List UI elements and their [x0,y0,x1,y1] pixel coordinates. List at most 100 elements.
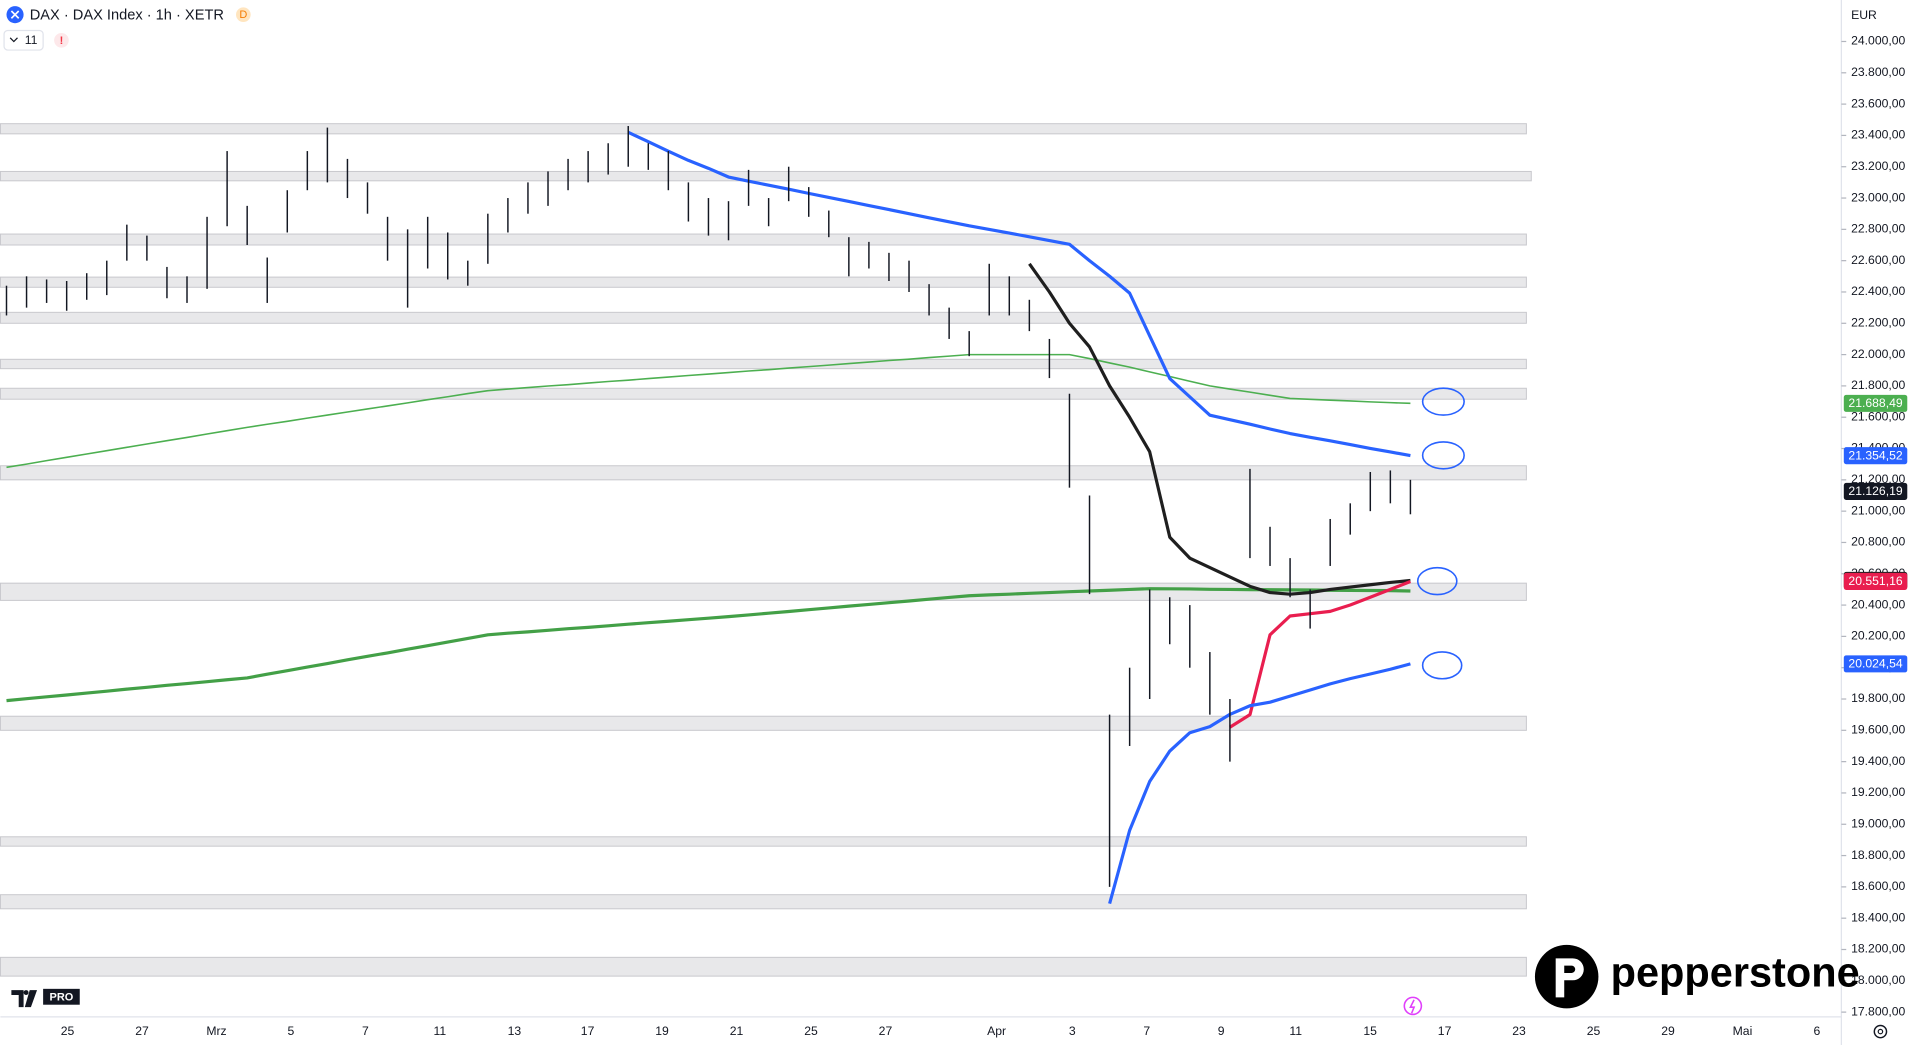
x-tick-label: 25 [61,1024,75,1038]
x-tick-label: Mai [1733,1024,1753,1038]
indicator-line [1229,579,1411,729]
sr-zone [0,358,1527,370]
indicator-line [6,353,1411,469]
price-tag [1843,655,1908,673]
x-tick-label: 29 [1661,1024,1675,1038]
price-tag [1843,447,1908,465]
x-tick-label: 17 [1438,1024,1452,1038]
badge-bg [236,7,251,22]
alert: ! [60,35,64,47]
settings-icon[interactable] [1873,1024,1888,1039]
y-tick-label: 22.400,00 [1851,284,1905,298]
x-tick-label: 21 [730,1024,744,1038]
sr-zone [0,715,1527,731]
chevron [9,37,18,43]
sr-zone [0,836,1527,847]
zones [0,123,1532,977]
annotation-circle [1421,441,1465,470]
x-tick-label: 25 [804,1024,818,1038]
x-tick-label: 13 [508,1024,522,1038]
price-tags: 21.688,4921.354,5220.557,4620.551,1620.0… [1843,394,1908,673]
price-tag-label: 21.354,52 [1848,448,1902,462]
y-tick-label: 21.000,00 [1851,503,1905,517]
price-tag [1843,482,1908,500]
annotation-circle [1416,566,1458,596]
y-tick-label: 21.200,00 [1851,472,1905,486]
sr-zone [0,311,1527,324]
x-tick-label: 7 [362,1024,369,1038]
sr-zone [0,170,1532,182]
sr-zone [0,276,1527,288]
x-tick-label: 5 [288,1024,295,1038]
currency: EUR [1851,8,1877,22]
alert-bg[interactable] [54,32,69,48]
x-tick-label: 27 [879,1024,893,1038]
y-tick-label: 22.600,00 [1851,253,1905,267]
price-tag [1843,572,1908,590]
y-tick-label: 23.800,00 [1851,65,1905,79]
y-tick-label: 18.400,00 [1851,910,1905,924]
symbol-title: DAX · DAX Index · 1h · XETR [30,8,224,24]
sr-zone [0,465,1527,481]
x-tick-label: 9 [1218,1024,1225,1038]
x-tick-label: 17 [581,1024,595,1038]
x-tick-label: 23 [1512,1024,1526,1038]
y-tick-label: 19.600,00 [1851,723,1905,737]
lightning-icon[interactable] [1403,996,1423,1016]
sr-zone [0,956,1527,977]
x-tick-label: Apr [987,1024,1006,1038]
x-tick-label: 27 [135,1024,149,1038]
indicator-line [627,130,1411,458]
pepperstone-glyph [1555,958,1584,998]
price-tag-label: 20.551,16 [1848,574,1902,588]
indicator-toggle[interactable] [3,29,44,51]
y-tick-label: 20.200,00 [1851,629,1905,643]
y-tick-label: 23.000,00 [1851,190,1905,204]
price-tag-label: 21.688,49 [1848,396,1902,410]
x-tick-label: 11 [434,1024,447,1038]
y-tick-label: 22.200,00 [1851,316,1905,330]
indicator-line [1028,262,1411,596]
tv-pro: PRO [50,991,74,1003]
annotations [1416,387,1465,680]
y-tick-label: 20.400,00 [1851,597,1905,611]
y-tick-label: 17.800,00 [1851,1004,1905,1018]
y-tick-label: 22.000,00 [1851,347,1905,361]
sr-zone [0,233,1527,246]
badge: D [239,9,247,21]
y-tick-label: 20.800,00 [1851,535,1905,549]
price-tag [1843,394,1908,412]
price-tag-label: 21.126,19 [1848,484,1902,498]
indicator-line [6,587,1411,703]
y-tick-label: 18.800,00 [1851,848,1905,862]
x-tick-label: 19 [655,1024,669,1038]
x-tick-label: Mrz [206,1024,226,1038]
sr-zone [0,582,1527,601]
y-tick-label: 18.000,00 [1851,973,1905,987]
price-bars [5,126,1412,887]
x-tick-label: 15 [1363,1024,1377,1038]
tv-pro-box [43,988,80,1005]
y-tick-label: 18.200,00 [1851,942,1905,956]
y-tick-label: 21.600,00 [1851,409,1905,423]
x-tick-label: 25 [1587,1024,1601,1038]
indicator-lines [6,130,1411,905]
sr-zone [0,387,1527,400]
tv-logo [11,990,38,1008]
x-tick-label: 7 [1143,1024,1150,1038]
y-tick-label: 23.200,00 [1851,159,1905,173]
y-tick-label: 19.000,00 [1851,816,1905,830]
y-tick-label: 23.600,00 [1851,96,1905,110]
x-tick-label: 6 [1814,1024,1821,1038]
x-axis: 25 27 Mrz 5 7 11 13 17 19 21 25 27 Apr 3 7 9 11 15 17 23 25 2… [61,1024,1821,1038]
y-tick-label: 24.000,00 [1851,34,1905,48]
symbol-icon-glyph [10,10,20,19]
y-tick-label: 18.600,00 [1851,879,1905,893]
pepperstone-wordmark: pepperstone [1611,948,1860,995]
y-tick-label: 19.800,00 [1851,691,1905,705]
annotation-circle [1421,387,1465,416]
sr-zone [0,123,1527,135]
